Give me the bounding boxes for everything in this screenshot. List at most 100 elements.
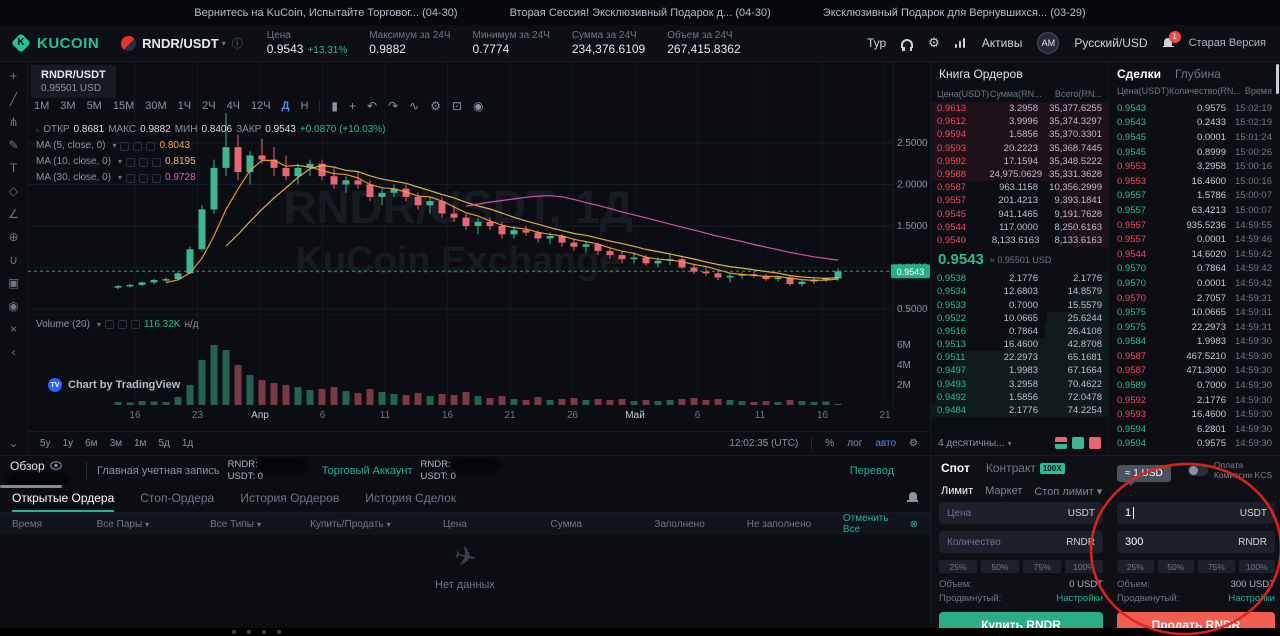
trade-row[interactable]: 0.9543 0.9575 15:02:19 [1117,102,1272,114]
ma5-legend[interactable]: MA (5, close, 0) ▾ 0.8043 [36,138,386,154]
trade-row[interactable]: 0.9570 0.0001 14:59:42 [1117,277,1272,289]
hide-drawings-icon[interactable]: ◉ [8,299,19,313]
timeframe-12Ч[interactable]: 12Ч [251,100,271,112]
orderbook-ask-row[interactable]: 0.9588 24,975.0629 35,331.3628 [931,167,1108,182]
tab-spot[interactable]: Спот [941,461,970,475]
close-icon[interactable] [146,141,156,151]
collapse-panel-icon[interactable]: ⌄ [8,436,19,450]
orderbook-bid-row[interactable]: 0.9497 1.9983 67.1664 [931,364,1108,378]
cancel-all-button[interactable]: Отменить Все ⊗ [842,513,919,535]
redo-icon[interactable]: ↷ [388,99,399,113]
eye-icon[interactable] [126,173,136,183]
orders-column-3[interactable]: Купить/Продать ▾ [310,518,391,530]
orders-column-2[interactable]: Все Типы ▾ [210,518,261,530]
settings-icon[interactable] [117,320,127,329]
buy-percent-75%[interactable]: 75% [1023,560,1061,573]
trade-row[interactable]: 0.9545 0.0001 15:01:24 [1117,131,1272,143]
support-icon[interactable] [901,38,914,51]
orderbook-ask-row[interactable]: 0.9587 963.1158 10,356.2999 [931,181,1108,195]
camera-icon[interactable]: ◉ [473,99,484,113]
trade-row[interactable]: 0.9570 0.7864 14:59:42 [1117,263,1272,275]
eye-icon[interactable] [120,141,130,151]
orderbook-bid-row[interactable]: 0.9538 2.1776 2.1776 [931,272,1108,286]
lock-icon[interactable]: ▣ [7,276,20,290]
eye-icon[interactable] [104,320,114,329]
trade-account-label[interactable]: Торговый Аккаунт [321,465,413,477]
trade-row[interactable]: 0.9544 14.6020 14:59:42 [1117,248,1272,260]
locale-selector[interactable]: Русский/USD [1074,36,1148,50]
assets-menu[interactable]: Активы [981,36,1023,50]
orders-tab-0[interactable]: Открытые Ордера [12,491,115,512]
orderbook-bid-row[interactable]: 0.9533 0.7000 15.5579 [931,298,1108,312]
orders-tab-1[interactable]: Стоп-Ордера [140,491,215,505]
trendline-icon[interactable]: ╱ [9,92,18,106]
notifications-bell[interactable]: 1 [1162,30,1181,49]
sell-percent-100%[interactable]: 100% [1238,560,1275,573]
precision-selector[interactable]: 4 десятичны... ▾ [938,437,1012,449]
ma10-legend[interactable]: MA (10, close, 0) ▾ 0.8195 [36,154,386,170]
timeframe-1Ч[interactable]: 1Ч [177,100,192,112]
orderbook-ask-row[interactable]: 0.9544 117.0000 8,250.6163 [931,220,1108,234]
eye-icon[interactable] [126,157,136,167]
percent-scale-button[interactable]: % [825,438,835,449]
tradingview-attribution[interactable]: TV Chart by TradingView [48,378,180,392]
trade-row[interactable]: 0.9553 3.2958 15:00:16 [1117,161,1272,173]
settings-icon[interactable] [139,173,149,183]
orderbook-ask-row[interactable]: 0.9545 941.1465 9,191.7628 [931,207,1108,221]
old-version-link[interactable]: Старая Версия [1188,37,1266,49]
settings-icon[interactable] [133,141,143,151]
timeframe-3М[interactable]: 3М [60,100,76,112]
buy-percent-25%[interactable]: 25% [939,560,977,573]
log-scale-button[interactable]: лог [847,438,863,449]
range-5д[interactable]: 5д [158,438,170,449]
sell-price-input[interactable]: 1 USDT [1117,502,1275,524]
gear-icon[interactable]: ⚙ [928,35,940,50]
trade-row[interactable]: 0.9553 16.4600 15:00:16 [1117,175,1272,187]
scrollbar-thumb[interactable] [1276,64,1279,94]
network-status-icon[interactable] [954,38,967,48]
buy-percent-50%[interactable]: 50% [981,560,1019,573]
close-icon[interactable] [152,157,162,167]
range-5y[interactable]: 5y [40,438,51,449]
collapse-legend-icon[interactable]: ▫ [36,125,40,135]
orders-column-1[interactable]: Все Пары ▾ [96,518,150,530]
trade-row[interactable]: 0.9570 2.7057 14:59:31 [1117,292,1272,304]
orderbook-ask-row[interactable]: 0.9593 20.2223 35,368.7445 [931,141,1108,155]
trade-row[interactable]: 0.9557 63.4213 15:00:07 [1117,204,1272,216]
announcement-link[interactable]: Вернитесь на KuCoin, Испытайте Торговог.… [194,6,458,19]
magnet-icon[interactable]: ∪ [9,253,18,267]
timeframe-2Ч[interactable]: 2Ч [202,100,216,112]
tab-depth[interactable]: Глубина [1174,67,1221,81]
trade-row[interactable]: 0.9584 1.9983 14:59:30 [1117,336,1272,348]
brush-icon[interactable]: ✎ [8,138,19,152]
sell-percent-50%[interactable]: 50% [1157,560,1194,573]
trade-row[interactable]: 0.9594 0.9575 14:59:30 [1117,438,1272,450]
close-icon[interactable] [130,320,140,329]
buy-advanced-settings[interactable]: Настройки [1056,593,1103,604]
trade-row[interactable]: 0.9575 22.2973 14:59:31 [1117,321,1272,333]
range-3м[interactable]: 3м [109,438,122,449]
orderbook-ask-row[interactable]: 0.9592 17.1594 35,348.5222 [931,154,1108,168]
kucoin-logo[interactable]: KUCOIN [11,33,99,53]
orderbook-bid-row[interactable]: 0.9513 16.4600 42.8708 [931,338,1108,352]
buy-quantity-input[interactable]: Количество RNDR [939,531,1103,553]
orderbook-bid-row[interactable]: 0.9522 10.0665 25.6244 [931,311,1108,325]
timeframe-4Ч[interactable]: 4Ч [226,100,241,112]
timeframe-15М[interactable]: 15М [112,100,135,112]
range-6м[interactable]: 6м [85,438,98,449]
orderbook-ask-row[interactable]: 0.9540 8,133.6163 8,133.6163 [931,233,1108,248]
trade-row[interactable]: 0.9575 10.0665 14:59:31 [1117,307,1272,319]
buy-price-input[interactable]: Цена USDT [939,502,1103,524]
ma30-legend[interactable]: MA (30, close, 0) ▾ 0.9728 [36,170,386,186]
orderbook-bid-row[interactable]: 0.9516 0.7864 26.4108 [931,324,1108,338]
range-1м[interactable]: 1м [134,438,147,449]
compare-icon[interactable]: + [349,99,357,113]
undo-icon[interactable]: ↶ [367,99,378,113]
orderbook-bid-row[interactable]: 0.9484 2.1776 74.2254 [931,403,1108,418]
timeframe-5М[interactable]: 5М [86,100,102,112]
announcement-link[interactable]: Вторая Сессия! Эксклюзивный Подарок д...… [509,6,771,19]
timeframe-30М[interactable]: 30М [145,100,167,112]
book-mode-bids-icon[interactable] [1072,437,1084,449]
tab-limit[interactable]: Лимит [941,485,974,497]
orderbook-bid-row[interactable]: 0.9534 12.6803 14.8579 [931,285,1108,299]
